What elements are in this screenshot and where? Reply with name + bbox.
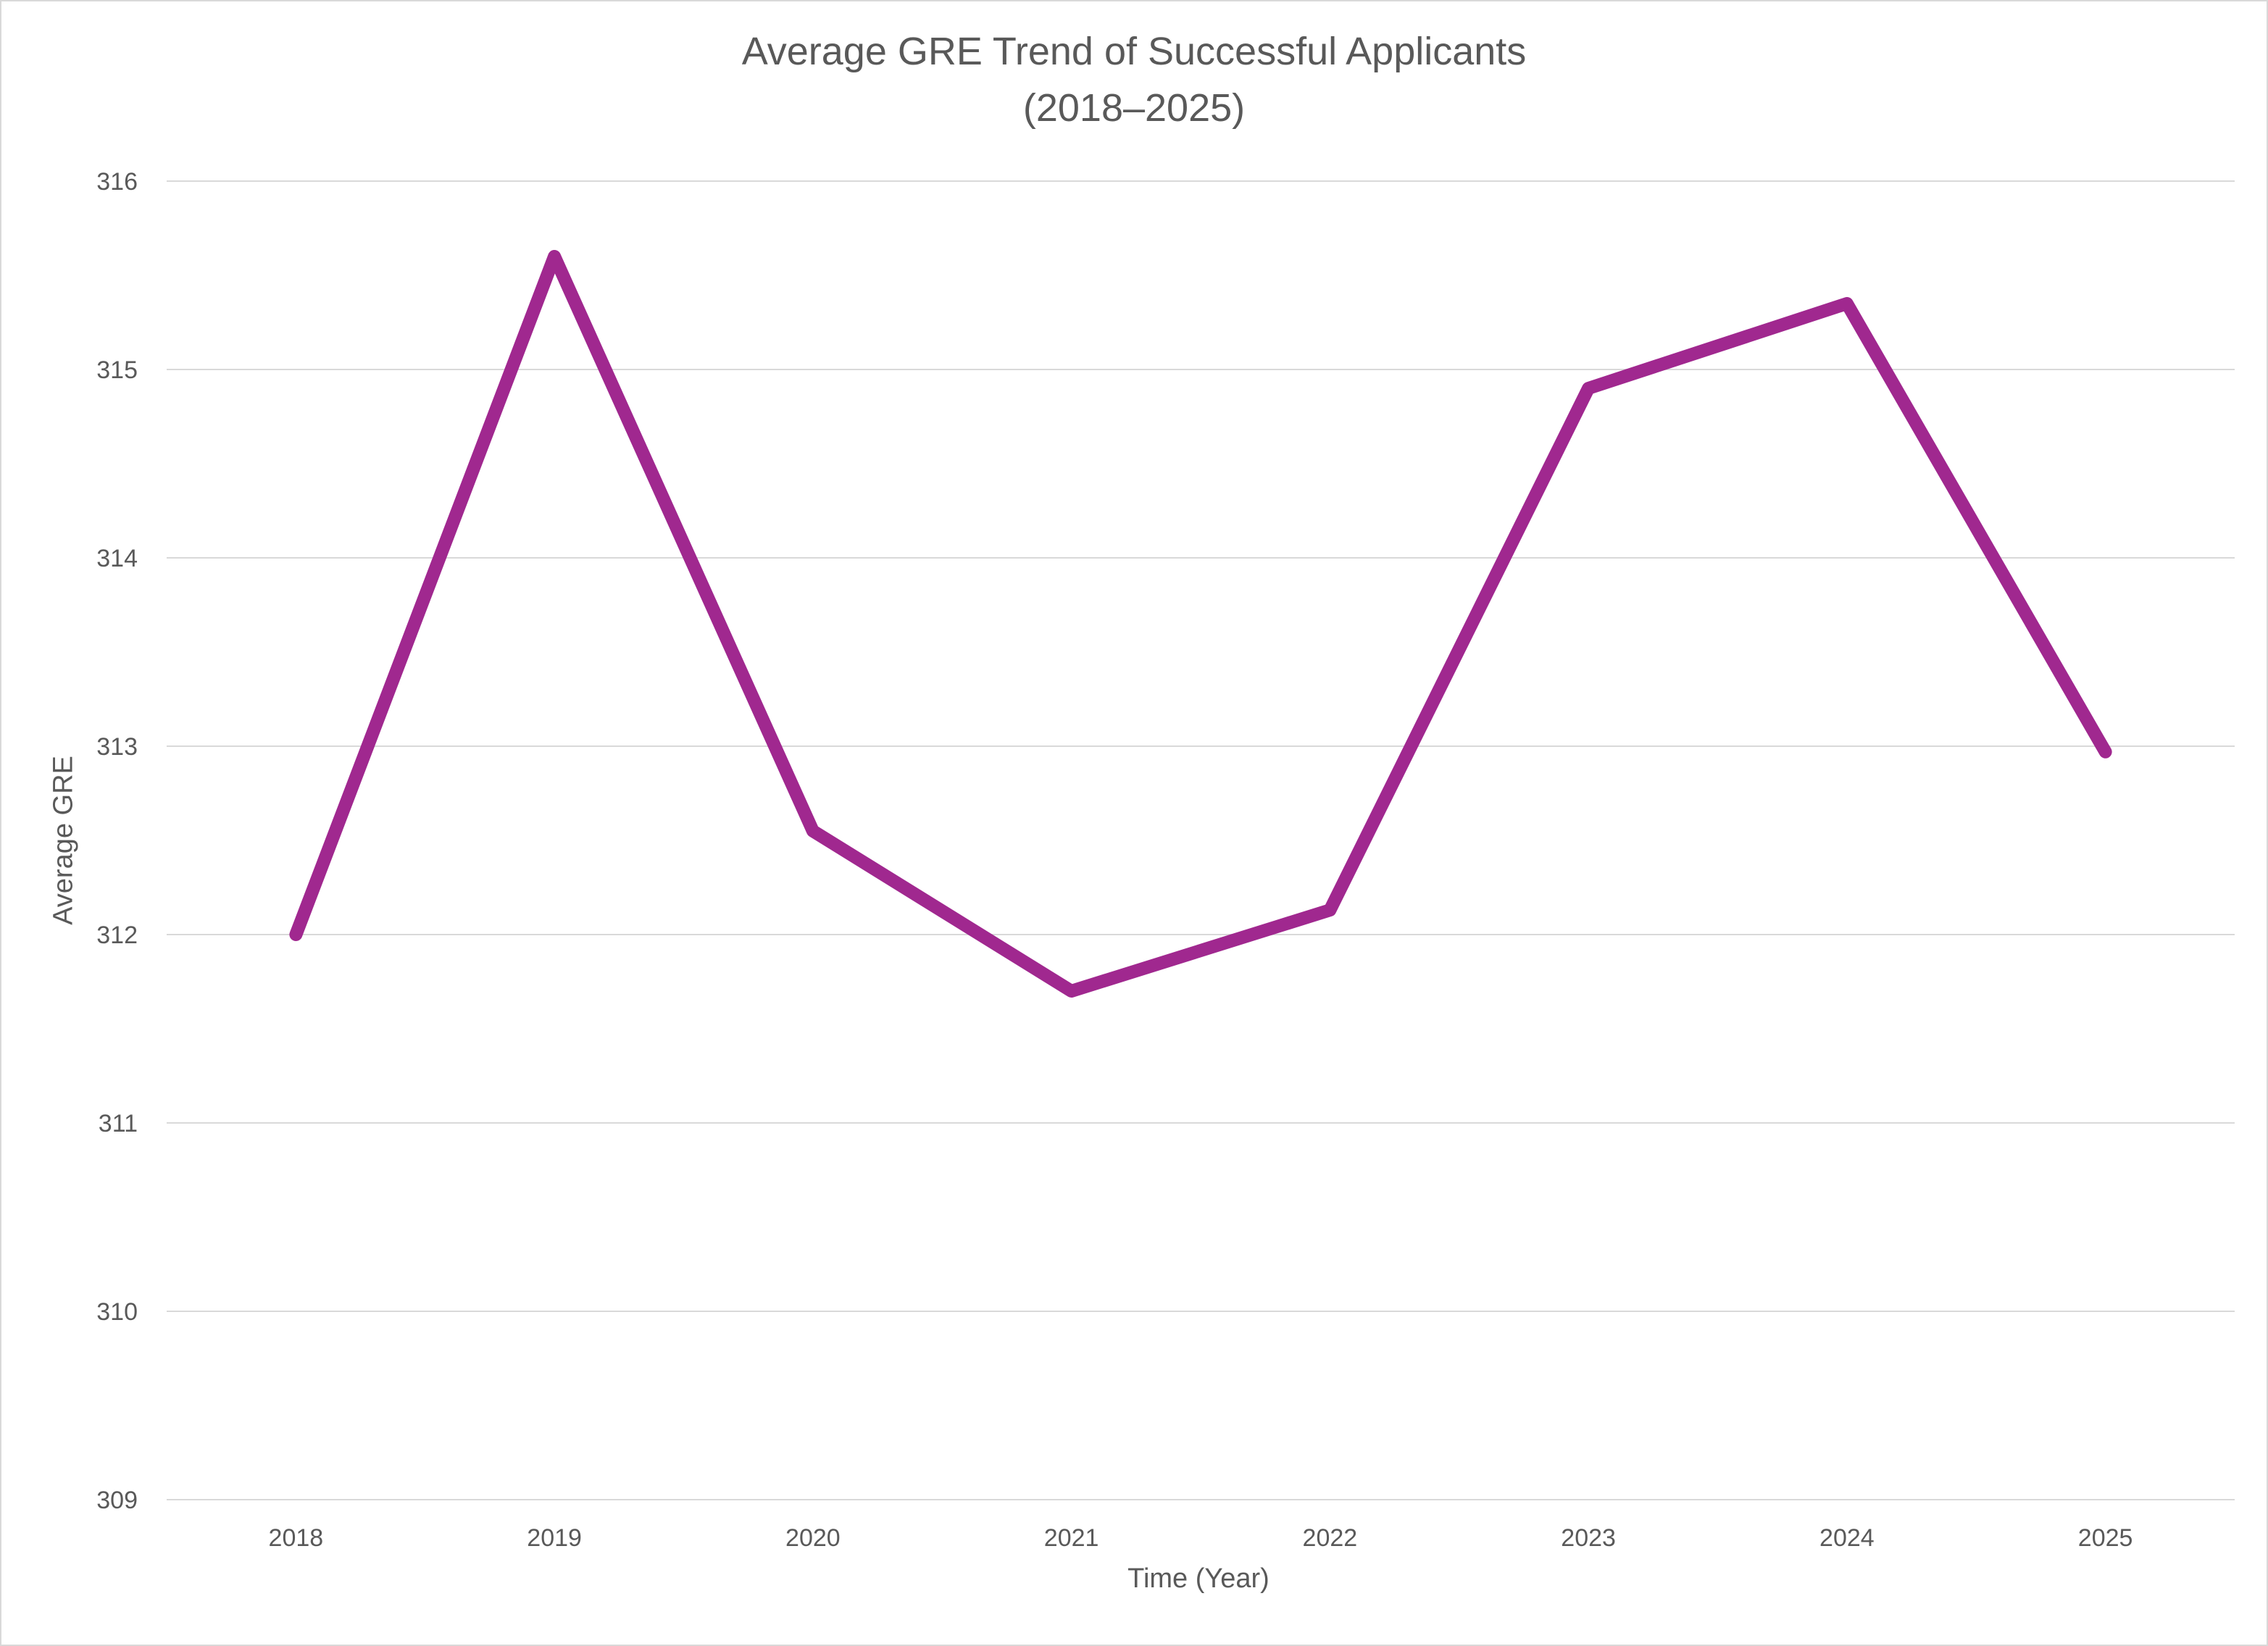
x-tick-label: 2025 bbox=[2078, 1524, 2133, 1552]
y-tick-label: 314 bbox=[96, 545, 138, 572]
x-tick-label: 2020 bbox=[785, 1524, 841, 1552]
y-tick-label: 309 bbox=[96, 1487, 138, 1514]
x-tick-label: 2022 bbox=[1303, 1524, 1358, 1552]
y-tick-label: 313 bbox=[96, 733, 138, 761]
x-tick-label: 2023 bbox=[1561, 1524, 1616, 1552]
x-tick-label: 2019 bbox=[527, 1524, 582, 1552]
x-axis-title: Time (Year) bbox=[1127, 1563, 1270, 1594]
series-line bbox=[289, 250, 2112, 998]
y-tick-label: 311 bbox=[99, 1110, 138, 1137]
y-tick-label: 310 bbox=[96, 1298, 138, 1326]
chart-title: Average GRE Trend of Successful Applican… bbox=[741, 30, 1527, 73]
x-tick-label: 2021 bbox=[1044, 1524, 1099, 1552]
y-tick-label: 312 bbox=[96, 922, 138, 949]
y-tick-label: 316 bbox=[96, 168, 138, 196]
y-tick-label: 315 bbox=[96, 356, 138, 384]
x-tick-label: 2024 bbox=[1819, 1524, 1875, 1552]
x-tick-label: 2018 bbox=[269, 1524, 324, 1552]
chart-subtitle: (2018–2025) bbox=[1022, 86, 1246, 130]
